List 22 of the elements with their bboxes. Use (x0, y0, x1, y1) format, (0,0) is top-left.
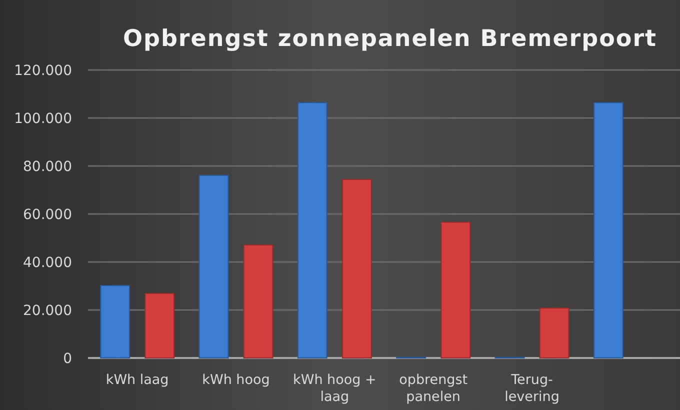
y-tick-label: 0 (63, 350, 72, 367)
y-tick-label: 20.000 (23, 302, 72, 319)
y-tick-label: 80.000 (23, 158, 72, 175)
y-tick-label: 40.000 (23, 254, 72, 271)
y-tick-label: 100.000 (14, 110, 72, 127)
chart-title: Opbrengst zonnepanelen Bremerpoort (122, 26, 658, 52)
bar (198, 174, 229, 358)
y-tick-label: 120.000 (14, 62, 72, 79)
bar (243, 244, 274, 358)
x-tick-label: Terug-levering (504, 372, 560, 405)
x-tick-label: kWh hoog + laag (293, 372, 376, 405)
bar (593, 102, 624, 358)
bar (100, 285, 130, 358)
bar (342, 178, 372, 358)
bar (440, 222, 471, 358)
bar (144, 292, 175, 358)
y-tick-label: 60.000 (23, 206, 72, 223)
bar (297, 102, 328, 358)
bar (539, 308, 570, 358)
x-tick-label: kWh laag (106, 372, 169, 388)
x-tick-label: kWh hoog (202, 372, 270, 388)
x-tick-label: opbrengst panelen (399, 372, 468, 405)
